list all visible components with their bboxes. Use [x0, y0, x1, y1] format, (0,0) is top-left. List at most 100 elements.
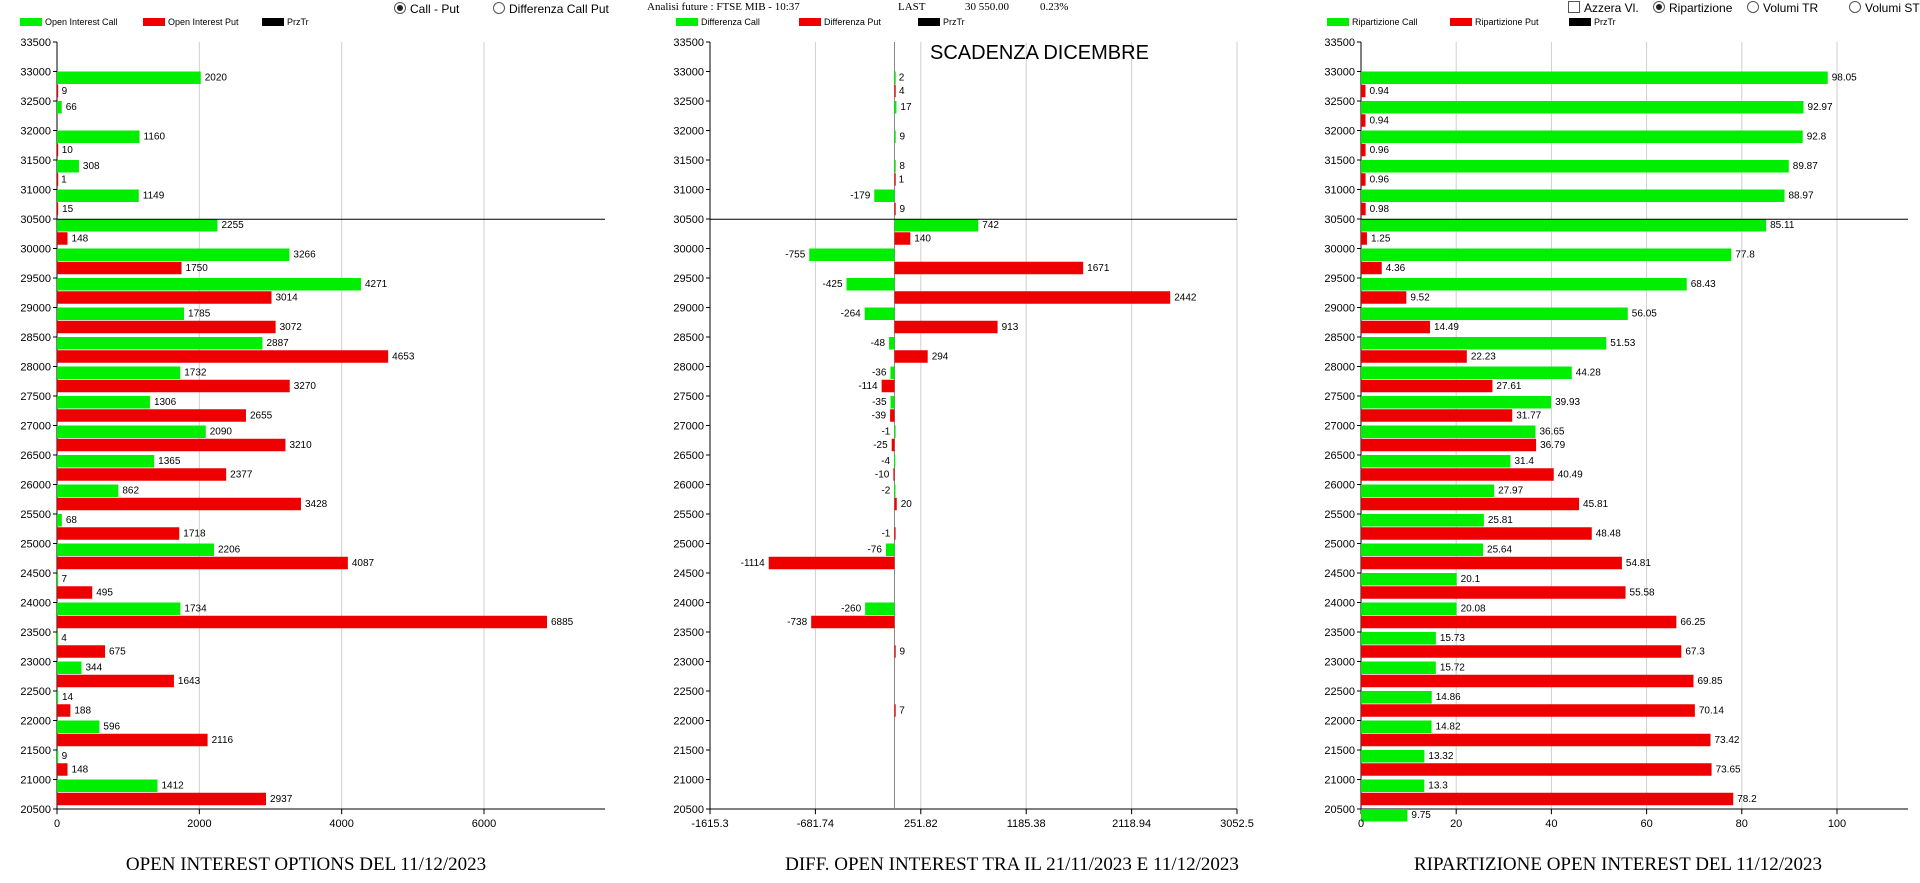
put-bar: [894, 261, 1084, 275]
bar-value-label: 1785: [188, 309, 211, 320]
x-tick-label: 1185.38: [1007, 818, 1046, 830]
y-tick-label: 24000: [673, 598, 704, 610]
bar-value-label: 4.36: [1386, 263, 1406, 274]
y-tick-label: 33000: [1324, 67, 1355, 79]
y-tick-label: 27500: [1324, 391, 1355, 403]
bar-value-label: -1: [881, 528, 890, 539]
y-tick-label: 22500: [1324, 686, 1355, 698]
volumi-st-label: Volumi ST: [1865, 1, 1920, 15]
legend-swatch: [1450, 18, 1472, 26]
y-tick-label: 27000: [673, 421, 704, 433]
bar-value-label: 1: [61, 174, 67, 185]
bar-value-label: 20.08: [1461, 604, 1486, 615]
call-bar: [889, 337, 895, 350]
diff-call-put-radio[interactable]: Differenza Call Put: [493, 2, 609, 16]
call-bar: [1361, 219, 1767, 232]
y-tick-label: 23500: [1324, 627, 1355, 639]
azzera-checkbox[interactable]: Azzera Vl.: [1568, 1, 1639, 15]
bar-value-label: 1412: [161, 781, 184, 792]
call-bar: [57, 307, 185, 320]
put-bar: [1361, 261, 1382, 275]
bar-value-label: -1114: [741, 558, 766, 569]
y-tick-label: 31500: [1324, 155, 1355, 167]
ripartizione-radio[interactable]: Ripartizione: [1653, 1, 1732, 15]
bar-value-label: 1160: [144, 132, 166, 143]
call-bar: [894, 219, 979, 232]
y-tick-label: 28500: [1324, 332, 1355, 344]
y-tick-label: 23000: [20, 657, 51, 669]
y-tick-label: 30500: [1324, 214, 1355, 226]
y-tick-label: 29500: [673, 273, 704, 285]
volumi-tr-radio[interactable]: Volumi TR: [1747, 1, 1818, 15]
put-bar: [57, 586, 93, 599]
put-bar: [57, 409, 246, 422]
y-tick-label: 28000: [673, 362, 704, 374]
y-tick-label: 33500: [673, 37, 704, 49]
bar-value-label: 3210: [289, 440, 312, 451]
legend-swatch: [799, 18, 821, 26]
diff-call-put-label: Differenza Call Put: [509, 2, 609, 16]
y-tick-label: 25000: [673, 539, 704, 551]
put-bar: [1361, 84, 1366, 98]
put-bar: [1361, 320, 1430, 334]
call-bar: [57, 661, 82, 674]
radio-icon: [493, 2, 505, 14]
put-bar: [57, 320, 276, 334]
y-tick-label: 23000: [673, 657, 704, 669]
legend-label: Ripartizione Call: [1352, 17, 1418, 27]
bar-value-label: 51.53: [1610, 338, 1635, 349]
bar-value-label: 77.8: [1735, 250, 1755, 261]
y-tick-label: 27500: [20, 391, 51, 403]
bar-value-label: -25: [873, 440, 888, 451]
bar-value-label: 596: [103, 722, 120, 733]
put-bar: [1361, 615, 1677, 629]
put-bar: [57, 556, 348, 570]
legend-swatch: [262, 18, 284, 26]
put-bar: [57, 704, 71, 717]
legend-swatch: [1327, 18, 1349, 26]
y-tick-label: 23500: [673, 627, 704, 639]
call-bar: [57, 278, 361, 291]
y-tick-label: 30500: [20, 214, 51, 226]
bar-value-label: 7: [61, 574, 67, 585]
bar-value-label: -260: [841, 604, 861, 615]
put-bar: [891, 438, 895, 452]
y-tick-label: 32500: [673, 96, 704, 108]
call-bar: [1361, 573, 1457, 586]
call-bar: [894, 484, 896, 497]
volumi-st-radio[interactable]: Volumi ST: [1849, 1, 1920, 15]
bar-value-label: 675: [109, 646, 126, 657]
call-bar: [1361, 337, 1607, 350]
put-bar: [893, 468, 895, 481]
y-tick-label: 26500: [20, 450, 51, 462]
chart-panel-1: Open Interest Call Open Interest Put PrzTr: [20, 17, 605, 815]
y-tick-label: 25500: [20, 509, 51, 521]
bar-value-label: 15: [62, 204, 74, 215]
legend-label: Ripartizione Put: [1475, 17, 1539, 27]
y-tick-label: 22500: [20, 686, 51, 698]
put-bar: [57, 615, 547, 629]
x-tick-label: 6000: [472, 818, 496, 830]
bar-value-label: 27.61: [1496, 381, 1521, 392]
call-bar: [57, 573, 59, 586]
bar-value-label: 1718: [183, 528, 206, 539]
y-tick-label: 28000: [20, 362, 51, 374]
put-bar: [1361, 232, 1367, 245]
call-bar: [1361, 71, 1828, 84]
x-tick-label: 4000: [329, 818, 353, 830]
y-tick-label: 21000: [673, 775, 704, 787]
bar-value-label: 4: [61, 633, 67, 644]
put-bar: [1361, 674, 1694, 688]
call-bar: [57, 543, 214, 556]
call-bar: [57, 366, 181, 379]
y-tick-label: 27500: [673, 391, 704, 403]
y-tick-label: 33000: [20, 67, 51, 79]
bar-value-label: 13.32: [1428, 751, 1453, 762]
call-bar: [894, 455, 896, 468]
legend-label: PrzTr: [1594, 17, 1616, 27]
call-put-radio[interactable]: Call - Put: [394, 2, 459, 16]
call-bar: [1361, 720, 1432, 733]
put-bar: [1361, 438, 1537, 452]
bar-value-label: 1149: [143, 191, 165, 202]
bar-value-label: 188: [74, 705, 91, 716]
